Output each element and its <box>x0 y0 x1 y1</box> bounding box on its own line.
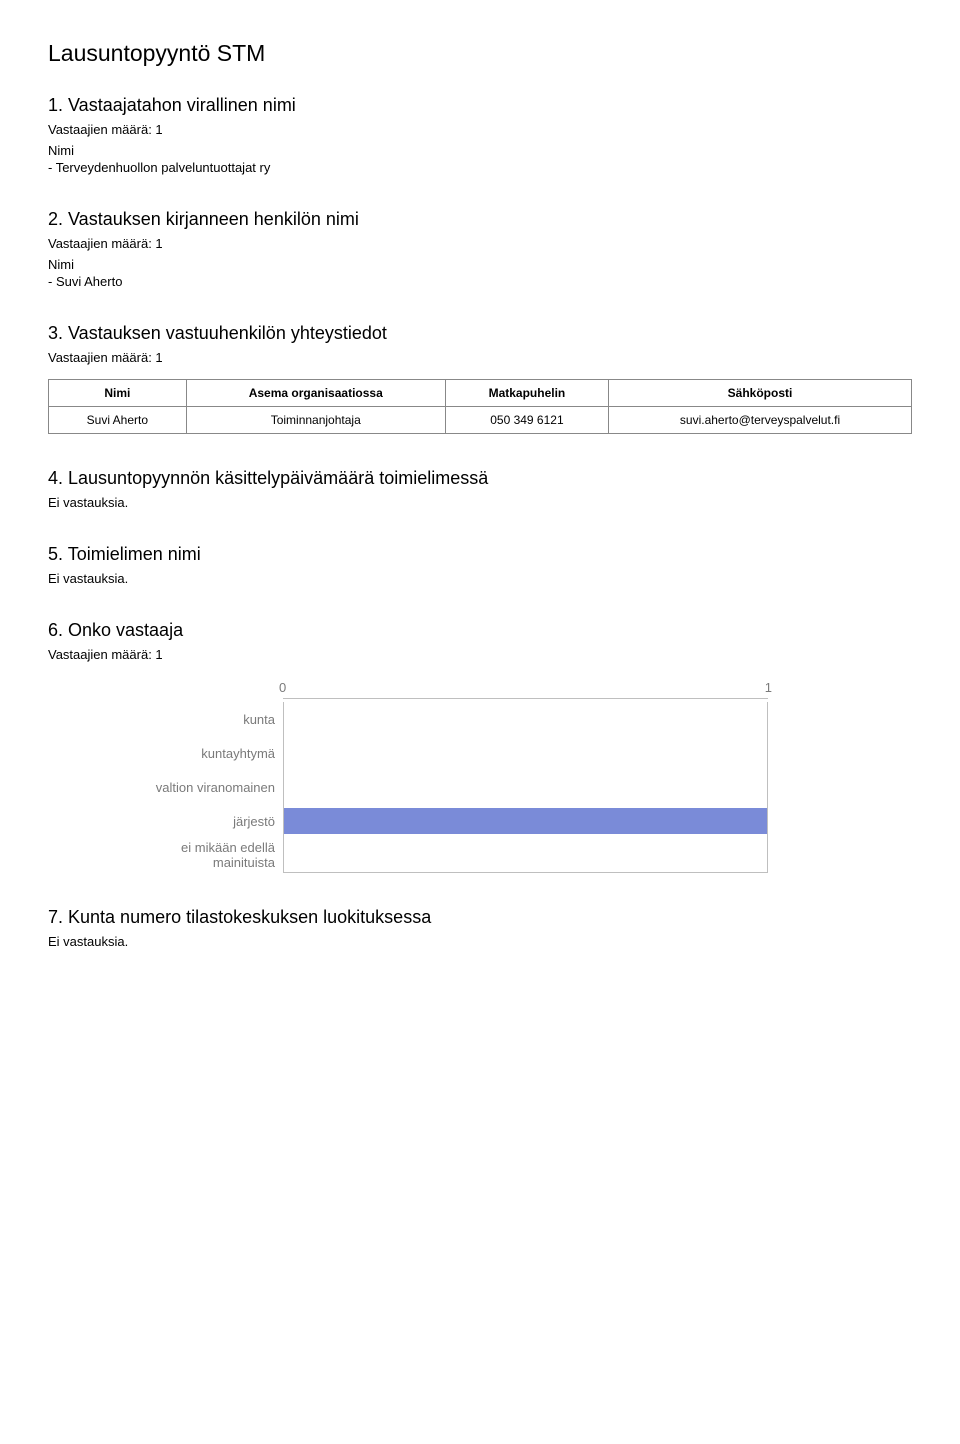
chart-y-label: ei mikään edellä mainituista <box>128 840 283 870</box>
chart-right-gridline <box>767 702 768 872</box>
table-header-row: Nimi Asema organisaatiossa Matkapuhelin … <box>49 380 912 407</box>
chart-row: ei mikään edellä mainituista <box>128 838 768 872</box>
chart-row: kuntayhtymä <box>128 736 768 770</box>
q6-chart: 0 1 kunta kuntayhtymä valtion viranomainen… <box>128 680 768 873</box>
q4-heading: 4. Lausuntopyynnön käsittelypäivämäärä t… <box>48 468 912 489</box>
x-axis-line <box>283 698 768 699</box>
chart-bar-track <box>283 770 768 804</box>
q2-answer: - Suvi Aherto <box>48 274 912 289</box>
x-tick-0: 0 <box>279 680 286 695</box>
q4-no-answers: Ei vastauksia. <box>48 495 912 510</box>
th-asema: Asema organisaatiossa <box>186 380 445 407</box>
td-puhelin: 050 349 6121 <box>445 407 608 434</box>
q5-heading: 5. Toimielimen nimi <box>48 544 912 565</box>
question-1: 1. Vastaajatahon virallinen nimi Vastaaj… <box>48 95 912 175</box>
q3-table: Nimi Asema organisaatiossa Matkapuhelin … <box>48 379 912 434</box>
q7-heading: 7. Kunta numero tilastokeskuksen luokitu… <box>48 907 912 928</box>
q1-answer: - Terveydenhuollon palveluntuottajat ry <box>48 160 912 175</box>
th-nimi: Nimi <box>49 380 187 407</box>
q3-count: Vastaajien määrä: 1 <box>48 350 912 365</box>
q3-heading: 3. Vastauksen vastuuhenkilön yhteystiedo… <box>48 323 912 344</box>
chart-y-label: järjestö <box>128 814 283 829</box>
chart-x-axis: 0 1 <box>128 680 768 702</box>
th-puhelin: Matkapuhelin <box>445 380 608 407</box>
q7-no-answers: Ei vastauksia. <box>48 934 912 949</box>
chart-bar-track <box>283 736 768 770</box>
chart-row: valtion viranomainen <box>128 770 768 804</box>
chart-y-label: kuntayhtymä <box>128 746 283 761</box>
question-2: 2. Vastauksen kirjanneen henkilön nimi V… <box>48 209 912 289</box>
q1-count: Vastaajien määrä: 1 <box>48 122 912 137</box>
question-3: 3. Vastauksen vastuuhenkilön yhteystiedo… <box>48 323 912 434</box>
chart-row: kunta <box>128 702 768 736</box>
q5-no-answers: Ei vastauksia. <box>48 571 912 586</box>
td-asema: Toiminnanjohtaja <box>186 407 445 434</box>
td-nimi: Suvi Aherto <box>49 407 187 434</box>
th-sahkoposti: Sähköposti <box>609 380 912 407</box>
chart-bar-track <box>283 838 768 872</box>
q2-nimi-label: Nimi <box>48 257 912 272</box>
question-6: 6. Onko vastaaja Vastaajien määrä: 1 0 1… <box>48 620 912 873</box>
chart-plot-area: kunta kuntayhtymä valtion viranomainen järj… <box>128 702 768 872</box>
q1-heading: 1. Vastaajatahon virallinen nimi <box>48 95 912 116</box>
question-4: 4. Lausuntopyynnön käsittelypäivämäärä t… <box>48 468 912 510</box>
q2-heading: 2. Vastauksen kirjanneen henkilön nimi <box>48 209 912 230</box>
chart-bar <box>284 808 768 834</box>
chart-bar-track <box>283 702 768 736</box>
question-7: 7. Kunta numero tilastokeskuksen luokitu… <box>48 907 912 949</box>
q1-nimi-label: Nimi <box>48 143 912 158</box>
chart-bottom-line <box>283 872 768 873</box>
chart-row: järjestö <box>128 804 768 838</box>
q6-heading: 6. Onko vastaaja <box>48 620 912 641</box>
x-tick-1: 1 <box>765 680 772 695</box>
table-row: Suvi Aherto Toiminnanjohtaja 050 349 612… <box>49 407 912 434</box>
document-title: Lausuntopyyntö STM <box>48 40 912 67</box>
td-sahkoposti: suvi.aherto@terveyspalvelut.fi <box>609 407 912 434</box>
question-5: 5. Toimielimen nimi Ei vastauksia. <box>48 544 912 586</box>
q2-count: Vastaajien määrä: 1 <box>48 236 912 251</box>
chart-y-label: kunta <box>128 712 283 727</box>
chart-y-label: valtion viranomainen <box>128 780 283 795</box>
q6-count: Vastaajien määrä: 1 <box>48 647 912 662</box>
chart-bar-track <box>283 804 768 838</box>
